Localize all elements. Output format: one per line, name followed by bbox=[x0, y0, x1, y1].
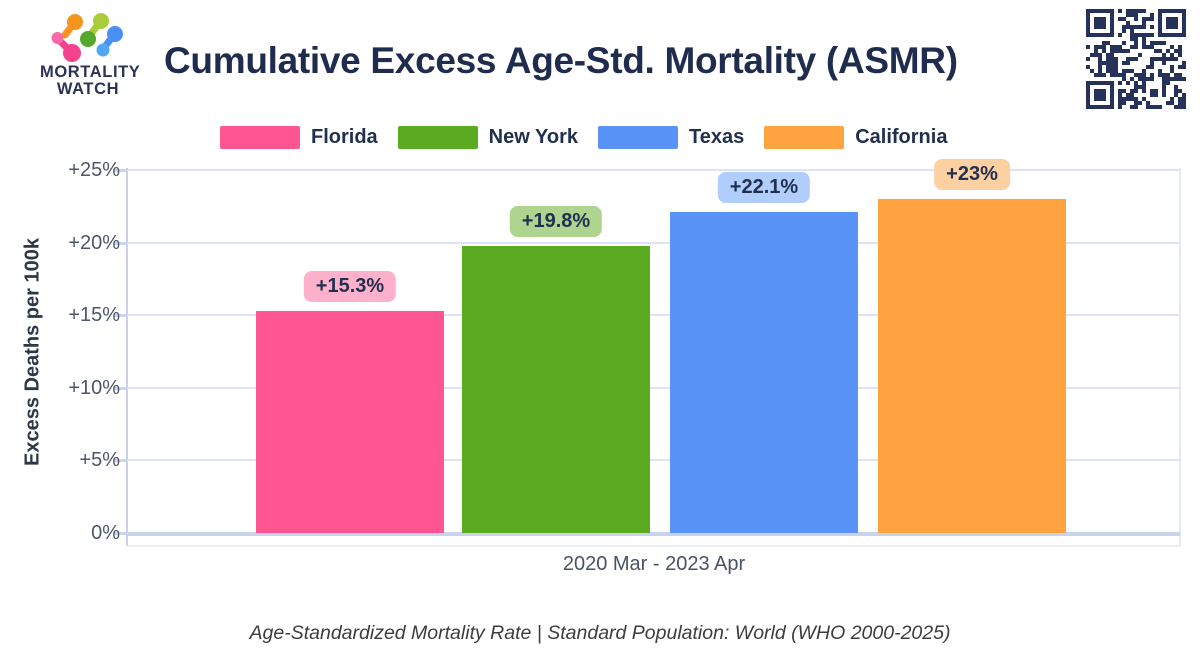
bar-value-label-texas: +22.1% bbox=[717, 172, 811, 204]
y-tick-mark bbox=[114, 169, 128, 172]
legend-swatch-texas bbox=[597, 126, 678, 149]
legend-label: California bbox=[855, 126, 948, 148]
y-axis-title: Excess Deaths per 100k bbox=[21, 238, 44, 466]
gridline-+10% bbox=[128, 386, 1180, 389]
brand-name-line2: WATCH bbox=[56, 80, 120, 98]
plot-right-border bbox=[1179, 168, 1181, 546]
legend-item-california[interactable]: California bbox=[764, 126, 947, 149]
gridline-+15% bbox=[128, 314, 1180, 317]
bar-new-york bbox=[462, 245, 650, 533]
y-tick-label: +10% bbox=[68, 376, 120, 399]
bar-california bbox=[878, 199, 1066, 533]
y-axis-line bbox=[126, 168, 128, 546]
plot-bottom-border bbox=[128, 545, 1180, 547]
gridline-+20% bbox=[128, 241, 1180, 244]
x-axis-label: 2020 Mar - 2023 Apr bbox=[562, 553, 746, 575]
chart-legend: Florida New York Texas California bbox=[220, 126, 947, 149]
y-tick-mark bbox=[114, 314, 128, 318]
bar-value-label-new-york: +19.8% bbox=[509, 205, 603, 237]
bar-value-label-florida: +15.3% bbox=[303, 270, 397, 302]
y-tick-mark bbox=[114, 532, 128, 535]
legend-label: Texas bbox=[688, 126, 745, 148]
legend-swatch-new-york bbox=[397, 126, 478, 149]
brand-logo: MORTALITY WATCH bbox=[40, 12, 141, 98]
y-tick-label: +15% bbox=[68, 304, 120, 327]
bar-texas bbox=[670, 212, 858, 533]
legend-item-florida[interactable]: Florida bbox=[220, 126, 378, 149]
bar-florida bbox=[256, 310, 444, 533]
legend-swatch-florida bbox=[220, 126, 300, 149]
legend-swatch-california bbox=[764, 126, 845, 149]
legend-item-new-york[interactable]: New York bbox=[397, 126, 578, 149]
y-tick-mark bbox=[114, 241, 128, 245]
x-axis-baseline bbox=[128, 532, 1180, 536]
y-tick-label: 0% bbox=[91, 522, 120, 544]
brand-name-line1: MORTALITY bbox=[40, 63, 141, 81]
page-title: Cumulative Excess Age-Std. Mortality (AS… bbox=[164, 40, 958, 81]
y-tick-mark bbox=[114, 459, 128, 463]
legend-label: New York bbox=[488, 126, 578, 148]
legend-item-texas[interactable]: Texas bbox=[597, 126, 745, 149]
legend-label: Florida bbox=[311, 126, 378, 148]
y-tick-mark bbox=[114, 386, 128, 390]
footer-note: Age-Standardized Mortality Rate | Standa… bbox=[249, 622, 951, 644]
gridline-+5% bbox=[128, 459, 1180, 462]
y-tick-label: +5% bbox=[79, 449, 120, 472]
gridline-+25% bbox=[128, 169, 1180, 171]
bar-value-label-california: +23% bbox=[934, 159, 1010, 191]
y-tick-label: +20% bbox=[68, 231, 120, 254]
molecule-logo-icon bbox=[51, 13, 123, 62]
qr-code bbox=[1086, 9, 1186, 109]
y-tick-label: +25% bbox=[68, 159, 120, 181]
